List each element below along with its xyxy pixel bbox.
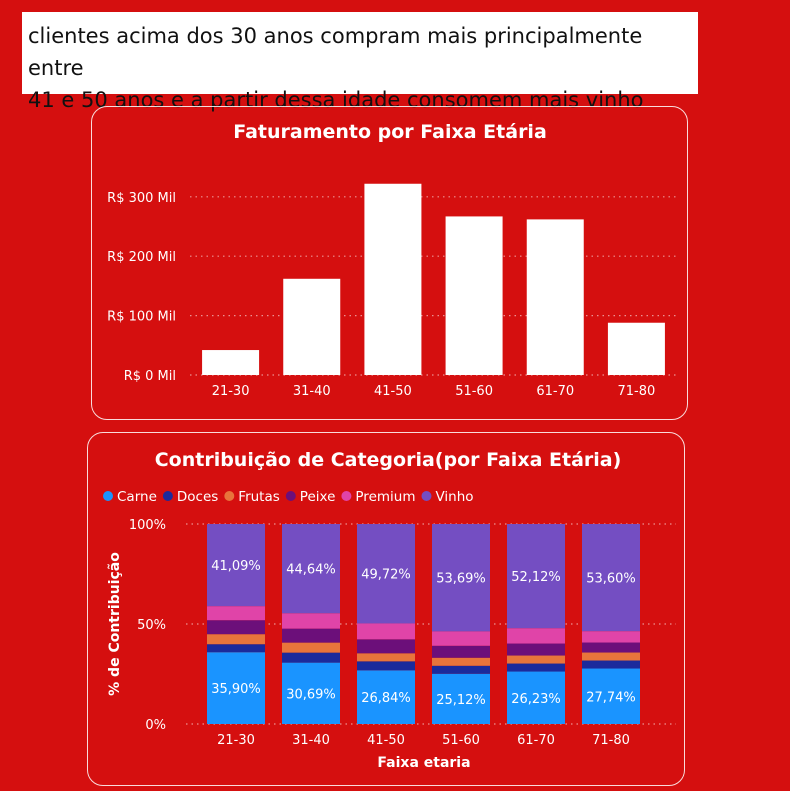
data-label-carne: 25,12% <box>436 693 486 708</box>
x-tick-label: 41-50 <box>374 384 412 399</box>
x-tick-label: 61-70 <box>536 384 574 399</box>
segment-premium-71-80[interactable] <box>582 631 640 643</box>
segment-peixe-31-40[interactable] <box>282 628 340 643</box>
data-label-carne: 26,84% <box>361 691 411 706</box>
insight-note: clientes acima dos 30 anos compram mais … <box>22 12 698 112</box>
segment-premium-41-50[interactable] <box>357 623 415 640</box>
data-label-vinho: 49,72% <box>361 568 411 583</box>
y-tick-label: 0% <box>145 718 166 733</box>
x-tick-label: 21-30 <box>212 384 250 399</box>
legend-swatch-frutas <box>224 491 235 501</box>
segment-doces-21-30[interactable] <box>207 644 265 653</box>
x-axis-label: Faixa etaria <box>377 755 470 771</box>
data-label-carne: 27,74% <box>586 690 636 705</box>
y-tick-label: R$ 0 Mil <box>124 369 176 384</box>
legend-swatch-peixe <box>285 491 296 501</box>
y-tick-label: R$ 300 Mil <box>107 191 176 206</box>
legend-label-doces[interactable]: Doces <box>177 489 218 505</box>
x-tick-label: 21-30 <box>217 733 255 748</box>
segment-doces-41-50[interactable] <box>357 661 415 671</box>
segment-peixe-21-30[interactable] <box>207 620 265 635</box>
x-tick-label: 71-80 <box>592 733 630 748</box>
x-tick-label: 51-60 <box>442 733 480 748</box>
segment-vinho-21-30[interactable] <box>207 524 265 607</box>
y-axis-label: % de Contribuição <box>107 552 123 696</box>
segment-carne-21-30[interactable] <box>207 652 265 724</box>
segment-doces-31-40[interactable] <box>282 652 340 663</box>
segment-vinho-31-40[interactable] <box>282 524 340 614</box>
bar-21-30[interactable] <box>202 350 260 375</box>
legend-swatch-carne <box>103 491 113 501</box>
segment-vinho-41-50[interactable] <box>357 524 415 624</box>
segment-doces-61-70[interactable] <box>507 663 565 672</box>
data-label-vinho: 53,60% <box>586 572 636 587</box>
legend-label-premium[interactable]: Premium <box>355 489 415 505</box>
bar-51-60[interactable] <box>445 216 503 375</box>
segment-premium-51-60[interactable] <box>432 631 490 646</box>
y-tick-label: 100% <box>129 518 166 533</box>
y-tick-label: 50% <box>137 618 166 633</box>
segment-premium-21-30[interactable] <box>207 606 265 621</box>
category-contribution-chart[interactable]: Contribuição de Categoria(por Faixa Etár… <box>88 433 686 787</box>
segment-carne-41-50[interactable] <box>357 670 415 724</box>
legend-label-frutas[interactable]: Frutas <box>238 489 280 505</box>
insight-line-2: 41 e 50 anos e a partir dessa idade cons… <box>28 88 644 112</box>
segment-frutas-61-70[interactable] <box>507 655 565 664</box>
legend-swatch-premium <box>341 491 352 501</box>
legend-label-peixe[interactable]: Peixe <box>300 489 336 505</box>
x-tick-label: 31-40 <box>292 733 330 748</box>
data-label-vinho: 41,09% <box>211 559 261 574</box>
segment-frutas-71-80[interactable] <box>582 652 640 661</box>
segment-frutas-31-40[interactable] <box>282 642 340 653</box>
segment-vinho-51-60[interactable] <box>432 524 490 632</box>
bar-31-40[interactable] <box>283 278 341 375</box>
segment-carne-31-40[interactable] <box>282 662 340 724</box>
segment-doces-71-80[interactable] <box>582 660 640 669</box>
segment-peixe-51-60[interactable] <box>432 645 490 658</box>
y-tick-label: R$ 200 Mil <box>107 250 176 265</box>
segment-vinho-61-70[interactable] <box>507 524 565 629</box>
data-label-carne: 26,23% <box>511 692 561 707</box>
data-label-carne: 35,90% <box>211 682 261 697</box>
x-tick-label: 71-80 <box>618 384 656 399</box>
insight-line-1: clientes acima dos 30 anos compram mais … <box>28 24 643 80</box>
x-tick-label: 41-50 <box>367 733 405 748</box>
category-chart-panel: Contribuição de Categoria(por Faixa Etár… <box>87 432 685 786</box>
segment-vinho-71-80[interactable] <box>582 524 640 632</box>
y-tick-label: R$ 100 Mil <box>107 310 176 325</box>
segment-frutas-41-50[interactable] <box>357 653 415 662</box>
legend-label-vinho[interactable]: Vinho <box>435 489 473 505</box>
segment-peixe-61-70[interactable] <box>507 643 565 656</box>
x-tick-label: 51-60 <box>455 384 493 399</box>
segment-peixe-71-80[interactable] <box>582 642 640 653</box>
segment-doces-51-60[interactable] <box>432 665 490 674</box>
segment-carne-71-80[interactable] <box>582 668 640 724</box>
segment-premium-31-40[interactable] <box>282 613 340 629</box>
legend-label-carne[interactable]: Carne <box>117 489 157 505</box>
legend-swatch-vinho <box>421 491 432 501</box>
bar-41-50[interactable] <box>364 183 422 375</box>
data-label-vinho: 44,64% <box>286 563 336 578</box>
legend-swatch-doces <box>162 491 173 501</box>
revenue-chart[interactable]: Faturamento por Faixa Etária R$ 0 Mil R$ 1… <box>92 107 689 421</box>
bar-71-80[interactable] <box>607 322 665 375</box>
segment-carne-51-60[interactable] <box>432 673 490 724</box>
data-label-carne: 30,69% <box>286 687 336 702</box>
chart-title: Contribuição de Categoria(por Faixa Etár… <box>155 449 622 471</box>
bar-61-70[interactable] <box>526 219 584 375</box>
revenue-chart-panel: Faturamento por Faixa Etária R$ 0 Mil R$ 1… <box>91 106 688 420</box>
x-tick-label: 31-40 <box>293 384 331 399</box>
segment-frutas-21-30[interactable] <box>207 634 265 645</box>
segment-frutas-51-60[interactable] <box>432 657 490 666</box>
data-label-vinho: 53,69% <box>436 572 486 587</box>
segment-carne-61-70[interactable] <box>507 671 565 724</box>
data-label-vinho: 52,12% <box>511 570 561 585</box>
x-tick-label: 61-70 <box>517 733 555 748</box>
segment-peixe-41-50[interactable] <box>357 639 415 654</box>
segment-premium-61-70[interactable] <box>507 628 565 644</box>
chart-title: Faturamento por Faixa Etária <box>233 121 547 143</box>
